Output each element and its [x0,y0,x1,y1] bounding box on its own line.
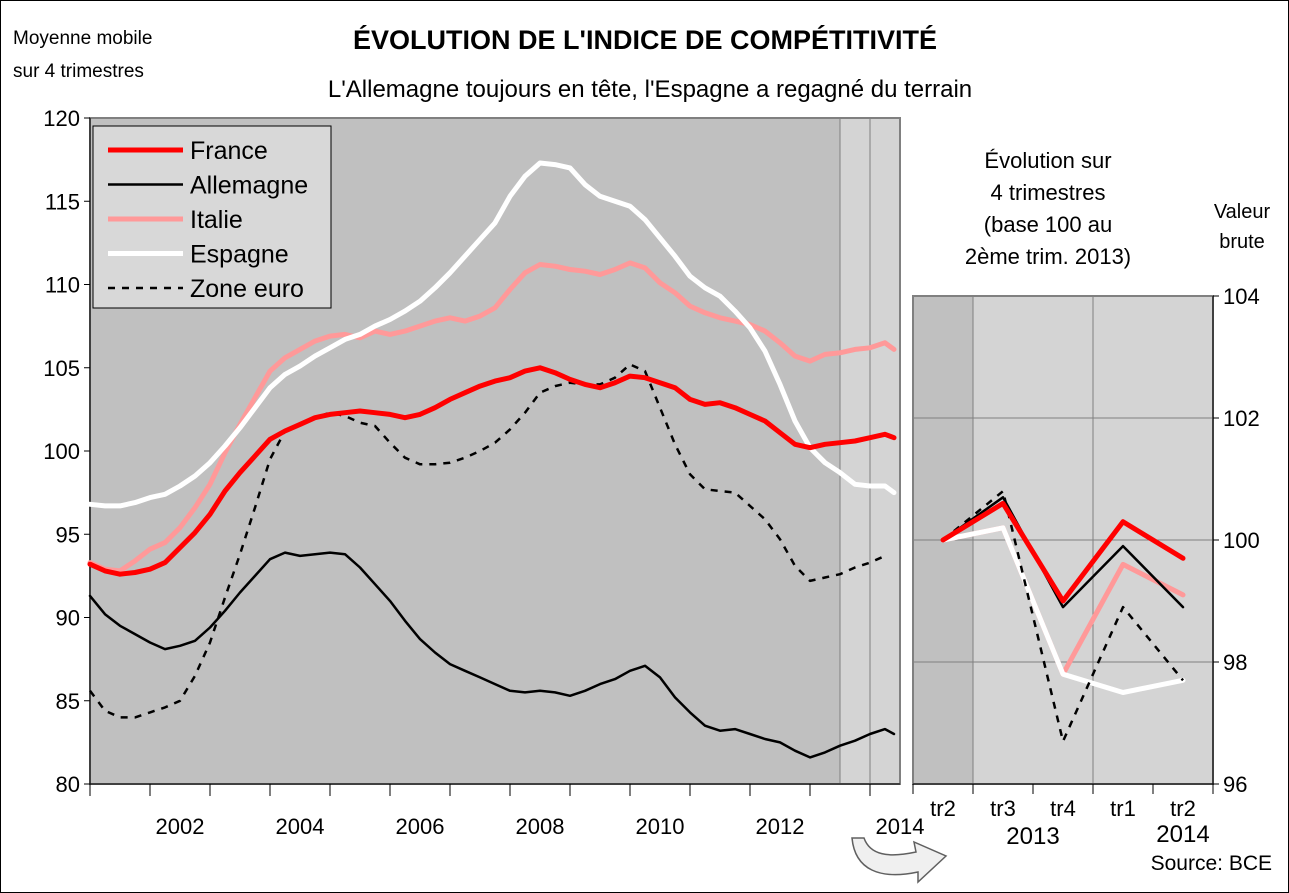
side-x-tick-label: tr4 [1050,796,1076,821]
side-year-label: 2014 [1156,821,1209,848]
series-line-allemagne [88,551,896,759]
source-note: Source: BCE [1151,852,1272,875]
x-tick-label: 2012 [756,814,805,839]
y-tick-label: 80 [56,772,80,797]
side-x-tick-label: tr3 [990,796,1016,821]
y-axis-label-line2: sur 4 trimestres [13,61,144,82]
x-tick-label: 2004 [276,814,325,839]
side-y-tick-label: 98 [1223,650,1247,675]
series-line-italie [87,260,897,574]
x-tick-label: 2006 [396,814,445,839]
legend-label-france: France [190,137,268,165]
y-tick-label: 95 [56,522,80,547]
arrow-icon [851,837,948,884]
side-y-axis-label: brute [1219,231,1265,253]
series-line-zone-euro [89,363,886,719]
y-tick-label: 90 [56,606,80,631]
y-tick-label: 85 [56,689,80,714]
x-tick-label: 2008 [516,814,565,839]
legend-label-allemagne: Allemagne [190,172,308,200]
side-title-line: (base 100 au [984,212,1112,237]
side-y-axis-label: Valeur [1214,201,1271,223]
side-y-tick-label: 104 [1223,284,1260,309]
y-axis-label-line1: Moyenne mobile [13,28,152,49]
side-series-line-allemagne [941,496,1185,609]
side-x-tick-label: tr2 [1170,796,1196,821]
side-title-line: 2ème trim. 2013) [965,244,1131,269]
chart-subtitle: L'Allemagne toujours en tête, l'Espagne … [328,76,972,103]
series-line-france [87,365,897,577]
legend-label-espagne: Espagne [190,241,289,269]
x-tick-label: 2014 [876,814,925,839]
series-line-espagne [87,160,897,509]
chart-title: ÉVOLUTION DE L'INDICE DE COMPÉTITIVITÉ [353,24,937,55]
side-title-line: Évolution sur [984,148,1111,173]
y-tick-label: 115 [45,189,80,214]
side-year-label: 2013 [1006,823,1059,850]
side-x-tick-label: tr1 [1110,796,1136,821]
side-series-line-espagne [940,525,1186,695]
x-tick-label: 2010 [636,814,685,839]
y-tick-label: 100 [43,439,80,464]
y-tick-label: 110 [45,273,80,298]
side-x-tick-label: tr2 [930,796,956,821]
side-title-line: 4 trimestres [991,180,1106,205]
legend-label-zone-euro: Zone euro [190,275,304,303]
side-y-tick-label: 102 [1223,406,1260,431]
legend-label-italie: Italie [190,206,243,234]
side-y-tick-label: 100 [1223,528,1260,553]
x-tick-label: 2002 [156,814,205,839]
y-tick-label: 120 [43,106,80,131]
y-tick-label: 105 [43,356,80,381]
side-series-line-france [940,500,1186,604]
side-y-tick-label: 96 [1223,772,1247,797]
